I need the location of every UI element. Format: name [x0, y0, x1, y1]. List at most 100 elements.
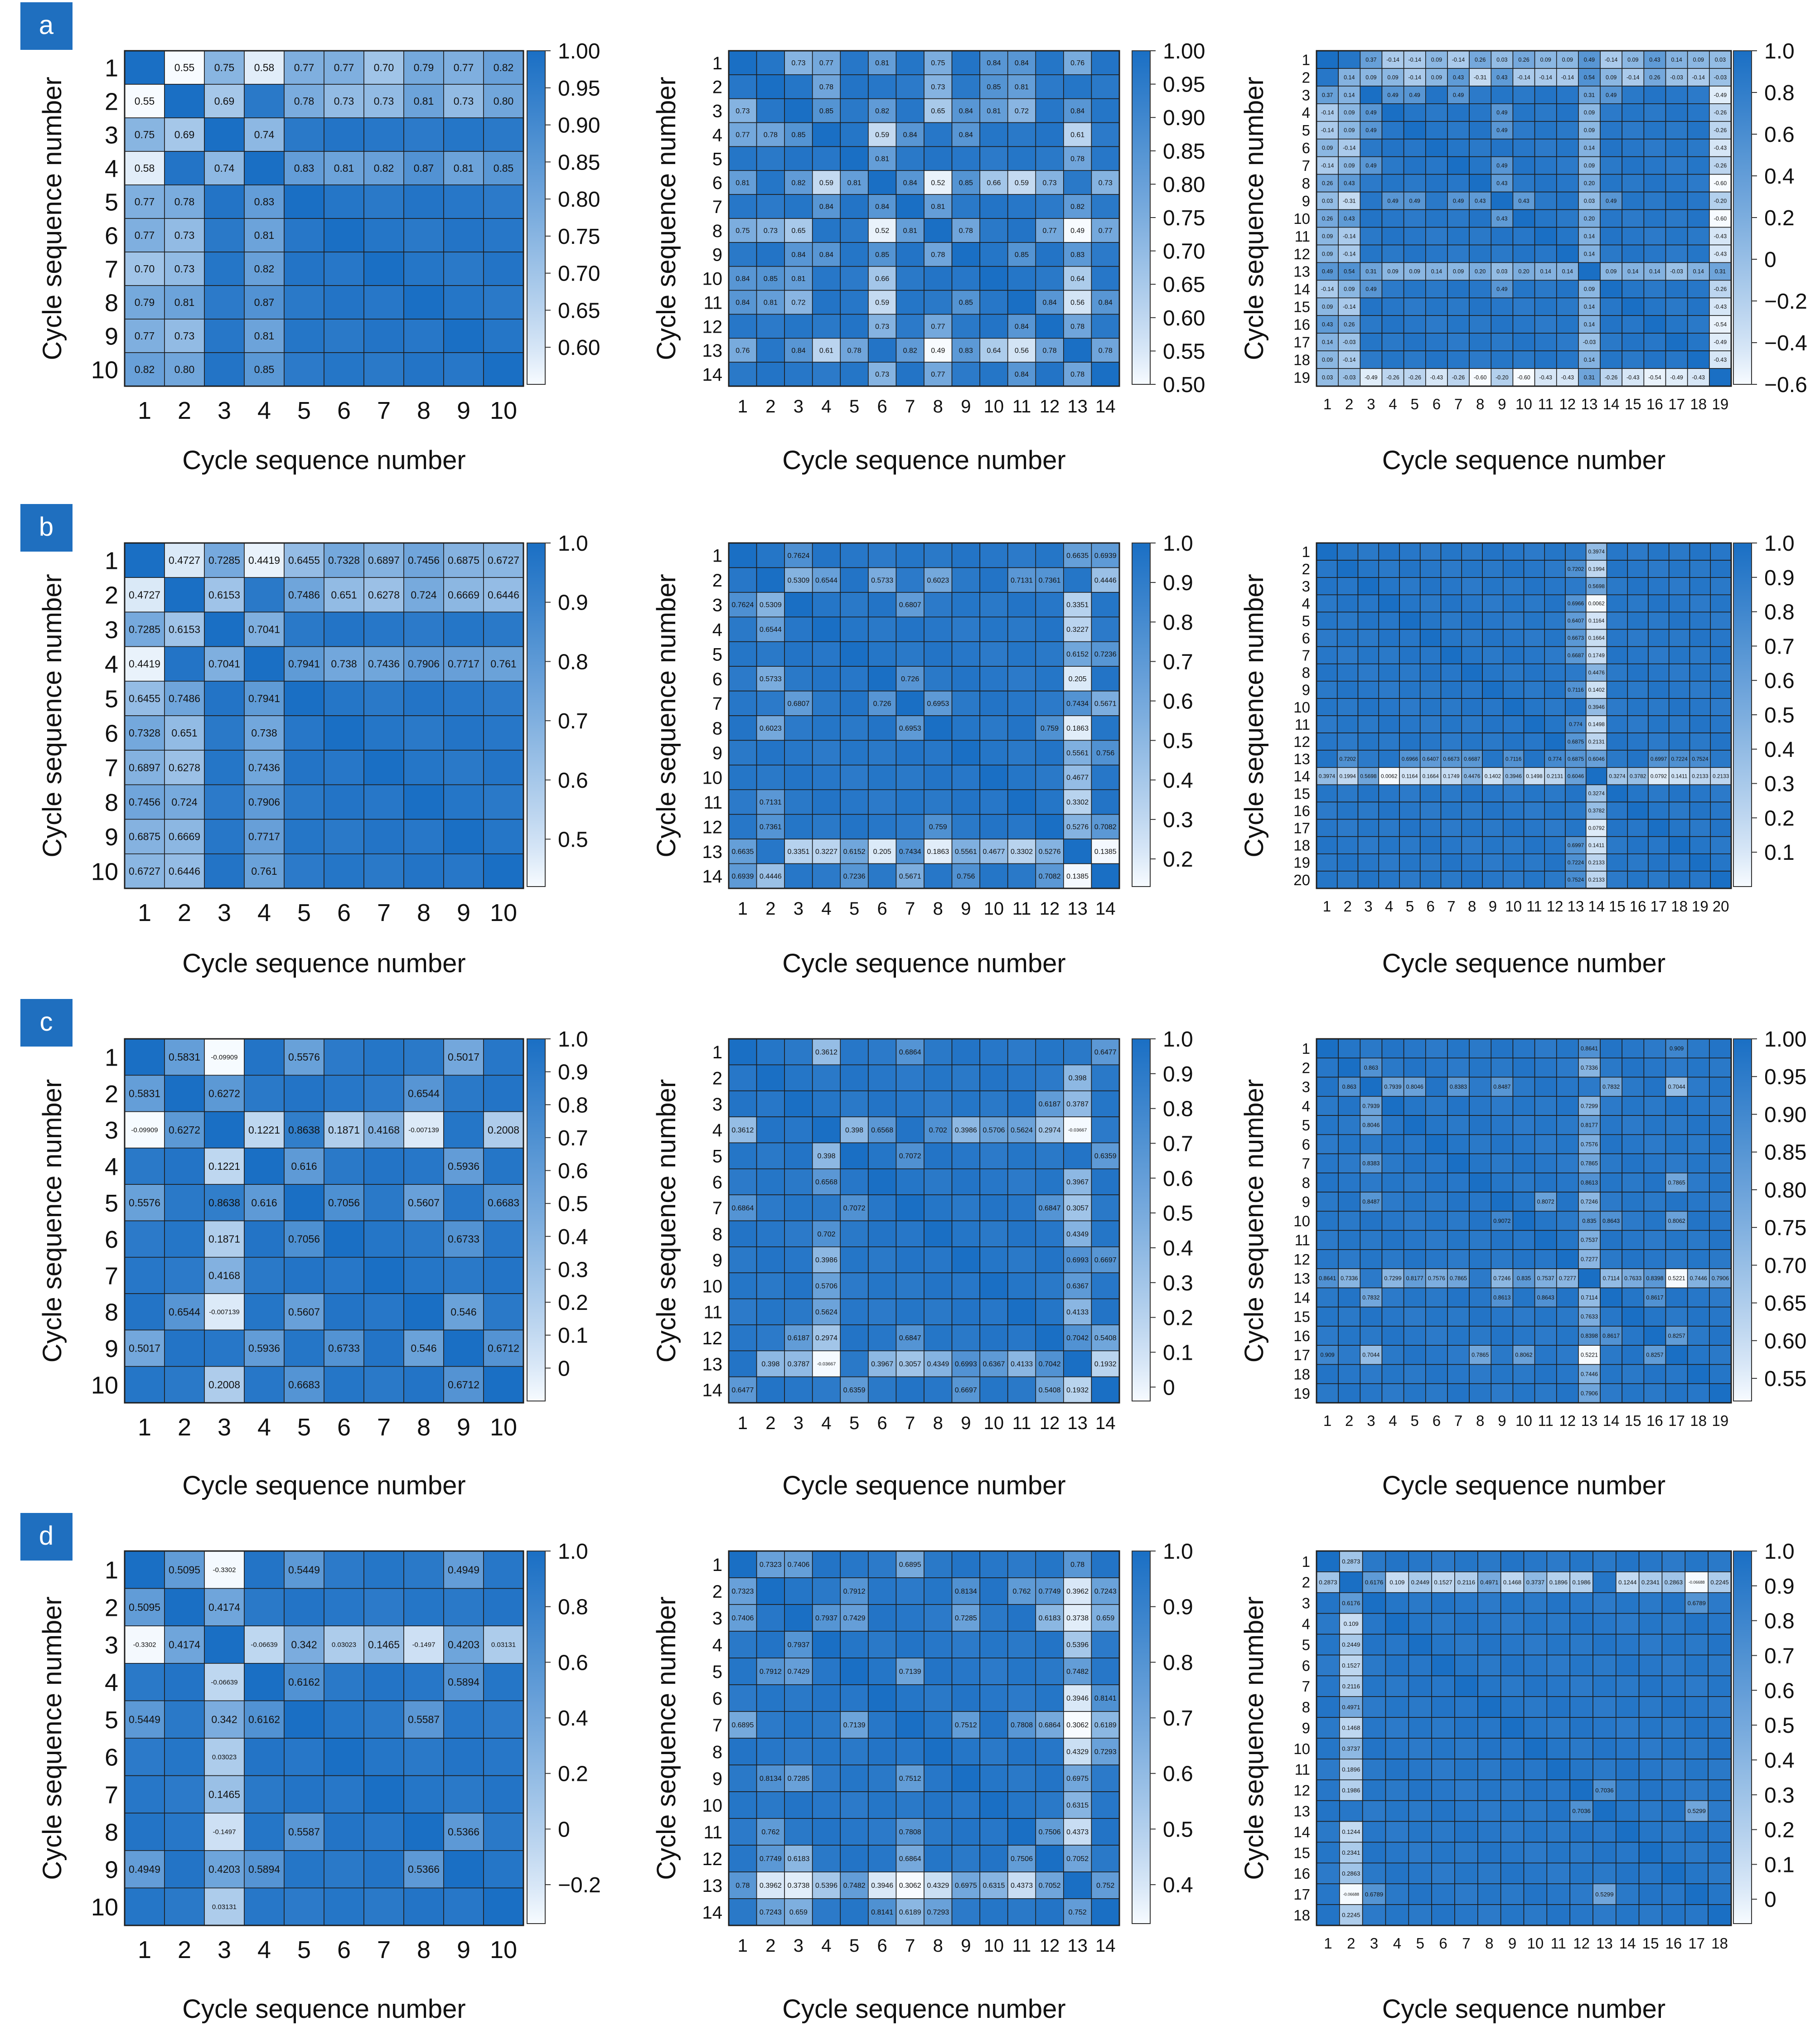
heatmap-cell: [1502, 663, 1525, 682]
cell-value-label: 0.3962: [1066, 1588, 1089, 1595]
heatmap-cell: [1316, 121, 1339, 140]
cell-value-label: 0.7202: [1568, 566, 1584, 572]
heatmap-cell: [979, 122, 1008, 147]
heatmap-cell: [1684, 1904, 1709, 1926]
heatmap-cell: [1643, 1153, 1666, 1173]
heatmap-cell: [403, 1551, 444, 1589]
heatmap-cell: [1606, 853, 1628, 872]
cell-value-label: 0.43: [1344, 215, 1355, 222]
cell-value-label: 0.84: [1042, 299, 1056, 307]
x-axis-label: Cycle sequence number: [182, 1994, 465, 2024]
cell-value-label: 0.03: [1715, 57, 1726, 63]
cell-value-label: 0.1664: [1422, 773, 1439, 780]
heatmap-cell: [812, 1684, 841, 1712]
heatmap-cell: [164, 151, 205, 185]
heatmap-cell: [164, 1329, 205, 1367]
y-tick-label: 10: [702, 768, 723, 788]
heatmap-cell: [1500, 1654, 1525, 1677]
y-tick-label: 7: [712, 197, 722, 217]
heatmap-cell: [204, 117, 245, 152]
heatmap-cell: [1381, 156, 1404, 175]
heatmap-cell: [244, 1293, 285, 1331]
heatmap-cell: [1316, 1096, 1339, 1116]
heatmap-cell: [1469, 121, 1492, 140]
heatmap-cell: [284, 750, 324, 785]
cell-value-label: 0.2341: [1342, 1849, 1360, 1856]
x-tick-label: 4: [257, 397, 271, 424]
y-tick-label: 12: [702, 1849, 723, 1869]
y-tick-label: 5: [105, 1706, 118, 1734]
heatmap-cell: [784, 1577, 813, 1605]
heatmap-cell: [1357, 663, 1380, 682]
heatmap-cell: [1668, 715, 1690, 733]
cell-value-label: 0.82: [254, 263, 275, 275]
heatmap-cell: [443, 750, 484, 785]
heatmap-cell: [756, 740, 785, 766]
heatmap-cell: [868, 170, 897, 195]
heatmap-cell: [1665, 368, 1688, 387]
heatmap-cell: [840, 338, 869, 363]
heatmap-cell: [1544, 577, 1566, 596]
heatmap-cell: [1399, 629, 1421, 647]
heatmap-cell: [1622, 368, 1645, 387]
heatmap-cell: [1600, 297, 1623, 316]
heatmap-cell: [1709, 244, 1732, 263]
cell-value-label: 0.55: [174, 62, 195, 73]
heatmap-cell: [1556, 1211, 1579, 1231]
cell-value-label: 0.14: [1344, 92, 1355, 98]
heatmap-cell: [1316, 577, 1338, 596]
heatmap-cell: [1425, 1076, 1448, 1097]
heatmap-cell: [1600, 1192, 1623, 1212]
heatmap-cell: [1500, 1551, 1525, 1572]
heatmap-cell: [1063, 1168, 1092, 1195]
y-tick-label: 9: [1302, 193, 1310, 209]
y-tick-label: 7: [712, 1198, 722, 1218]
heatmap-cell: [1546, 1821, 1570, 1843]
heatmap-cell: [840, 1246, 869, 1274]
heatmap-cell: [1709, 103, 1732, 122]
cell-value-label: 0.7524: [1692, 756, 1709, 762]
cell-value-label: 0.4133: [1011, 1361, 1033, 1368]
heatmap-cell: [1648, 784, 1670, 803]
heatmap-cell: [1035, 338, 1064, 363]
heatmap-cell: [244, 1220, 285, 1258]
heatmap-cell: [1616, 1759, 1640, 1780]
heatmap-cell: [840, 122, 869, 147]
heatmap-cell: [840, 567, 869, 593]
heatmap-cell: [840, 1845, 869, 1872]
cell-value-label: 0.7277: [1559, 1275, 1576, 1282]
cell-value-label: 0.2245: [1710, 1579, 1728, 1585]
heatmap-cell: [1534, 1076, 1557, 1097]
heatmap-cell: [124, 1813, 165, 1851]
cell-value-label: 0.0062: [1381, 773, 1398, 780]
heatmap-cell: [1491, 209, 1514, 228]
heatmap-cell: [1512, 227, 1535, 246]
heatmap-cell: [1469, 1230, 1492, 1250]
heatmap-cell: [1447, 68, 1470, 87]
cell-value-label: 0.7429: [787, 1668, 809, 1676]
heatmap-cell: [840, 74, 869, 99]
heatmap-cell: [1556, 138, 1579, 157]
cell-value-label: 0.6712: [488, 1343, 519, 1354]
cell-value-label: 0.0792: [1651, 773, 1667, 780]
heatmap-cell: [483, 1850, 524, 1889]
heatmap-cell: [1622, 1076, 1645, 1097]
heatmap-cell: [1403, 315, 1426, 334]
heatmap-cell: [164, 84, 205, 118]
cell-value-label: 0.31: [1584, 374, 1595, 381]
heatmap-cell: [1063, 1220, 1092, 1247]
x-tick-label: 16: [1646, 1412, 1663, 1429]
heatmap-cell: [812, 1711, 841, 1739]
heatmap-cell: [1569, 1904, 1593, 1926]
heatmap-cell: [1440, 611, 1462, 630]
x-tick-label: 6: [337, 899, 351, 926]
heatmap-cell: [1546, 1613, 1570, 1635]
cell-value-label: 0.7044: [1668, 1084, 1685, 1090]
heatmap-cell: [812, 1765, 841, 1792]
heatmap-cell: [1665, 1115, 1688, 1135]
heatmap-cell: [1556, 1076, 1579, 1097]
cell-value-label: 0.4329: [927, 1882, 949, 1890]
colorbar-tick-label: 0.6: [558, 769, 588, 793]
heatmap-cell: [756, 1272, 785, 1299]
x-tick-label: 5: [849, 1413, 859, 1433]
